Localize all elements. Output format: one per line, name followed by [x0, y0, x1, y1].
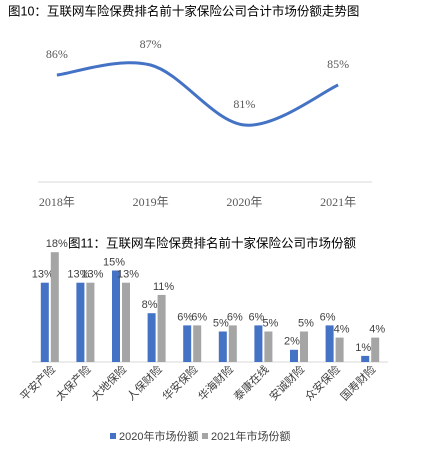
data-label: 11%: [153, 281, 174, 293]
bar: [112, 270, 120, 362]
data-label: 81%: [233, 97, 255, 111]
x-tick-label: 2018年: [39, 195, 75, 209]
data-label: 5%: [298, 317, 314, 329]
data-label: 18%: [46, 238, 68, 250]
data-label: 6%: [248, 311, 264, 323]
bar: [122, 282, 130, 362]
data-label: 6%: [227, 311, 243, 323]
data-label: 5%: [213, 317, 229, 329]
bar: [157, 294, 166, 362]
bar: [325, 325, 334, 362]
data-label: 5%: [262, 317, 278, 329]
legend-label: 2021年市场份额: [211, 429, 290, 443]
data-label: 8%: [142, 299, 158, 311]
bar: [40, 282, 49, 362]
data-label: 85%: [327, 57, 349, 71]
chart-title: 图10：互联网车险保费排名前十家保险公司合计市场份额走势图: [8, 3, 359, 18]
x-tick-label: 大地保险: [88, 362, 129, 403]
data-label: 13%: [32, 269, 54, 281]
bar: [147, 313, 156, 362]
chart-title: 图11：互联网车险保费排名前十家保险公司市场份额: [68, 235, 356, 250]
data-label: 6%: [320, 311, 336, 323]
x-tick-label: 平安产险: [17, 362, 58, 403]
x-tick-label: 太保产险: [53, 362, 94, 403]
x-tick-label: 安诚财险: [266, 362, 307, 403]
bar: [218, 331, 227, 362]
data-label: 1%: [355, 342, 371, 354]
legend-label: 2020年市场份额: [119, 429, 198, 443]
data-label: 4%: [334, 324, 350, 336]
x-tick-label: 华海财险: [195, 362, 236, 403]
bar: [50, 252, 59, 362]
x-tick-label: 华安保险: [159, 362, 200, 403]
bar: [300, 331, 308, 362]
data-label: 15%: [103, 256, 125, 268]
line: [56, 61, 339, 127]
data-label: 13%: [81, 269, 103, 281]
x-tick-label: 国寿财险: [337, 362, 378, 403]
bar: [193, 325, 202, 362]
x-tick-label: 2021年: [320, 195, 356, 209]
bar: [76, 282, 85, 362]
bar: [228, 325, 237, 362]
bar: [371, 337, 380, 362]
data-label: 6%: [177, 311, 193, 323]
bar: [290, 349, 298, 362]
data-label: 4%: [369, 324, 385, 336]
x-tick-label: 人保财险: [124, 362, 165, 403]
x-tick-label: 2020年: [226, 195, 262, 209]
bar: [183, 325, 192, 362]
legend-swatch: [110, 433, 116, 439]
x-tick-label: 2019年: [133, 195, 169, 209]
bar: [264, 331, 273, 362]
x-tick-label: 泰康在线: [231, 362, 272, 403]
legend-swatch: [202, 433, 208, 439]
bar: [254, 325, 263, 362]
bar: [361, 355, 370, 362]
data-label: 86%: [46, 47, 68, 61]
x-tick-label: 众安保险: [302, 362, 343, 403]
data-label: 87%: [140, 37, 162, 51]
data-label: 13%: [117, 269, 139, 281]
data-label: 6%: [191, 311, 207, 323]
bar: [86, 282, 95, 362]
data-label: 13%: [67, 269, 89, 281]
data-label: 2%: [284, 336, 300, 348]
bar: [335, 337, 344, 362]
